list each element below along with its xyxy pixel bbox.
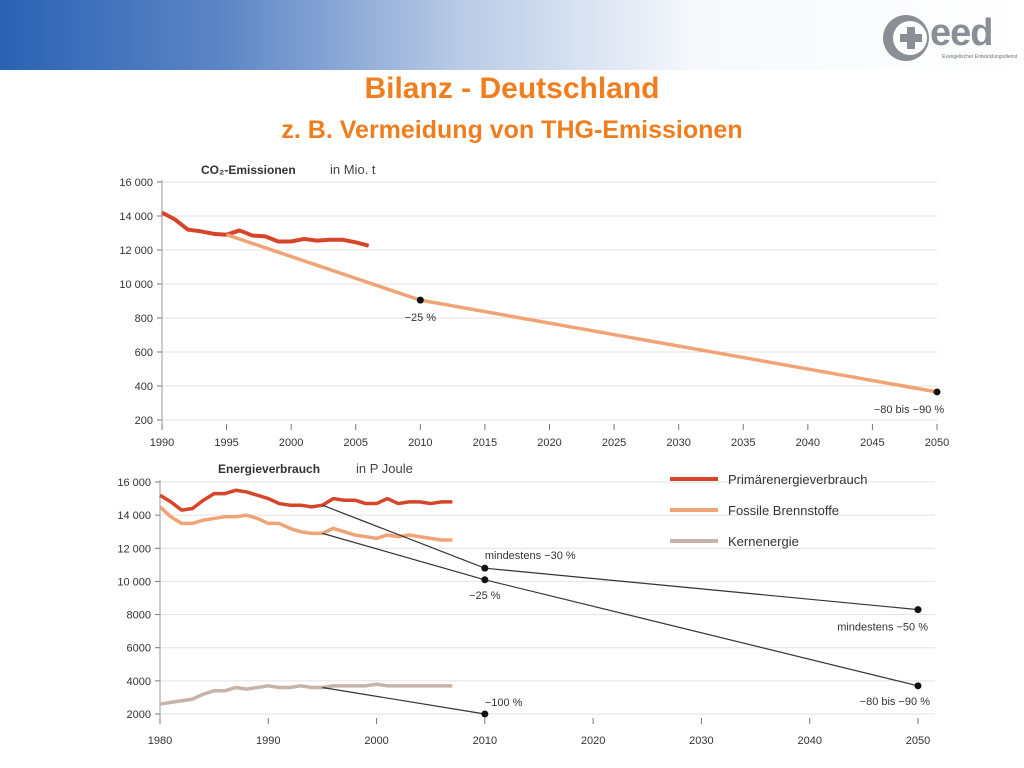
energy-series-line-primary [159, 488, 453, 512]
energy-marker [481, 576, 489, 584]
co2-series [161, 210, 938, 394]
co2-markers: −25 % −80 bis −90 % [405, 296, 945, 416]
legend-label: Primärenergieverbrauch [728, 472, 867, 487]
energy-series [158, 488, 453, 706]
energy-target-line [322, 686, 485, 715]
co2-x-tick-label: 2030 [666, 437, 690, 449]
co2-x-tick-label: 2005 [344, 437, 368, 449]
energy-marker [481, 564, 489, 572]
energy-marker [914, 606, 922, 614]
energy-grid [160, 481, 935, 715]
energy-legend: Primärenergieverbrauch Fossile Brennstoff… [670, 472, 867, 549]
header-band [0, 0, 1024, 70]
energy-chart-title: Energieverbrauch [218, 462, 320, 476]
co2-x-tick-label: 1990 [150, 437, 174, 449]
co2-marker-label: −80 bis −90 % [874, 404, 945, 416]
co2-marker [416, 296, 424, 304]
co2-marker-label: −25 % [405, 312, 437, 324]
energy-target-line [322, 532, 919, 687]
co2-x-axis: 1990 1995 2000 2005 2010 2015 2020 2025 2030 2035… [150, 424, 949, 449]
energy-x-tick-label: 2000 [364, 735, 388, 747]
eed-logo-subtext: Evangelischer Entwicklungsdienst [942, 54, 1018, 60]
co2-y-tick-label: 14 000 [119, 211, 153, 223]
co2-x-tick-label: 2045 [860, 437, 884, 449]
energy-y-tick-label: 16 000 [117, 477, 151, 489]
co2-y-axis: 200 400 600 800 10 000 12 000 14 000 16 000 [119, 177, 162, 427]
co2-y-tick-label: 400 [135, 381, 153, 393]
energy-x-tick-label: 1980 [148, 735, 172, 747]
co2-chart-unit: in Mio. t [330, 162, 376, 177]
energy-marker-label: −80 bis −90 % [860, 696, 931, 708]
charts: CO₂-Emissionen in Mio. t 200 400 600 800 10 … [117, 162, 949, 747]
energy-y-tick-label: 10 000 [117, 576, 151, 588]
eed-logo-mark-icon [883, 15, 929, 61]
energy-x-axis: 1980 1990 2000 2010 2020 2030 2040 2050 [148, 718, 930, 747]
co2-x-tick-label: 1995 [214, 437, 238, 449]
co2-y-tick-label: 200 [135, 415, 153, 427]
legend-label: Kernenergie [728, 534, 799, 549]
energy-y-tick-label: 6000 [127, 643, 151, 655]
page-subtitle: z. B. Vermeidung von THG-Emissionen [281, 116, 743, 144]
energy-x-tick-label: 2020 [581, 735, 605, 747]
energy-x-tick-label: 1990 [256, 735, 280, 747]
energy-marker-label: mindestens −50 % [837, 622, 928, 634]
energy-markers: mindestens −30 % −25 % −100 % mindestens −5… [469, 550, 931, 718]
energy-y-axis: 2000 4000 6000 8000 10 000 12 000 14 000 16 000 [117, 477, 160, 721]
energy-y-tick-label: 2000 [127, 709, 151, 721]
co2-marker [933, 388, 941, 396]
energy-y-tick-label: 12 000 [117, 543, 151, 555]
co2-y-tick-label: 12 000 [119, 245, 153, 257]
eed-logo-text: eed [930, 12, 993, 54]
co2-chart-title: CO₂-Emissionen [201, 163, 296, 177]
co2-y-tick-label: 16 000 [119, 177, 153, 189]
co2-series-line-fossil [226, 233, 938, 394]
energy-marker [481, 710, 489, 718]
energy-marker-label: −100 % [485, 697, 523, 709]
co2-y-tick-label: 800 [135, 313, 153, 325]
energy-chart-unit: in P Joule [356, 461, 413, 476]
energy-x-tick-label: 2050 [906, 735, 930, 747]
co2-x-tick-label: 2015 [473, 437, 497, 449]
energy-y-tick-label: 14 000 [117, 510, 151, 522]
co2-series-line-primary [161, 210, 370, 248]
eed-logo: eed Evangelischer Entwicklungsdienst [880, 10, 1020, 72]
co2-x-tick-label: 2010 [408, 437, 432, 449]
co2-y-tick-label: 600 [135, 347, 153, 359]
co2-x-tick-label: 2025 [602, 437, 626, 449]
co2-x-tick-label: 2000 [279, 437, 303, 449]
co2-x-tick-label: 2020 [537, 437, 561, 449]
energy-y-tick-label: 8000 [127, 610, 151, 622]
co2-x-tick-label: 2050 [925, 437, 949, 449]
legend-label: Fossile Brennstoffe [728, 503, 839, 518]
energy-y-tick-label: 4000 [127, 676, 151, 688]
energy-series-line-nuclear [159, 682, 453, 706]
co2-x-tick-label: 2040 [796, 437, 820, 449]
energy-x-tick-label: 2010 [473, 735, 497, 747]
energy-marker-label: −25 % [469, 590, 501, 602]
co2-x-tick-label: 2035 [731, 437, 755, 449]
energy-chart: Energieverbrauch in P Joule 2000 4000 6000… [117, 461, 935, 747]
co2-grid [162, 181, 937, 421]
co2-y-tick-label: 10 000 [119, 279, 153, 291]
page-title: Bilanz - Deutschland [364, 72, 660, 105]
energy-marker-label: mindestens −30 % [485, 550, 576, 562]
energy-marker [914, 682, 922, 690]
energy-series-line-fossil [158, 505, 453, 542]
energy-x-tick-label: 2030 [689, 735, 713, 747]
energy-target-line [322, 504, 919, 611]
energy-x-tick-label: 2040 [797, 735, 821, 747]
co2-chart: CO₂-Emissionen in Mio. t 200 400 600 800 10 … [119, 162, 949, 449]
